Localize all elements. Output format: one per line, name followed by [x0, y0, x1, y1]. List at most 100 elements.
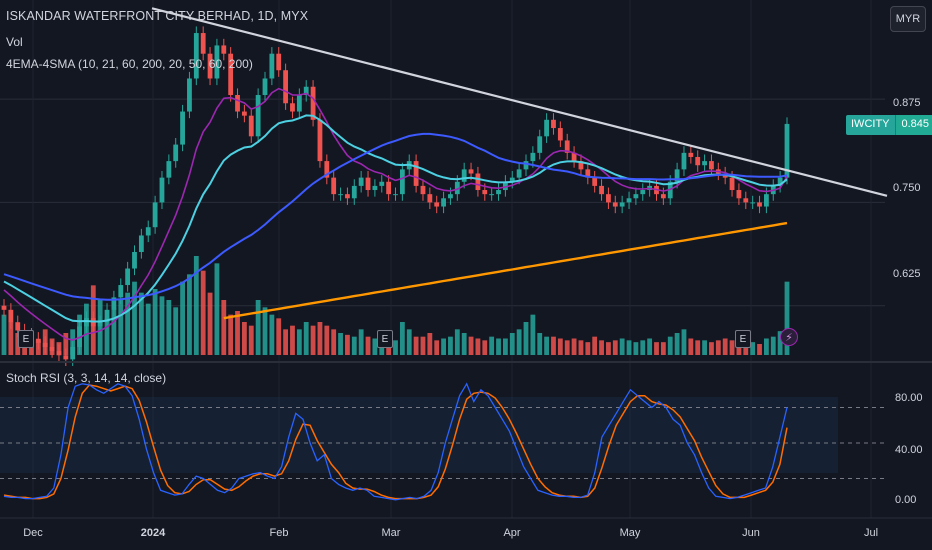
candle-body	[674, 169, 680, 182]
volume-bar	[688, 338, 694, 355]
x-tick-label: Dec	[23, 527, 43, 539]
volume-bar	[132, 281, 137, 355]
candle-body	[763, 194, 769, 207]
candle-body	[743, 198, 749, 203]
volume-bar	[283, 329, 289, 355]
volume-bar	[489, 336, 495, 355]
volume-bar	[193, 256, 199, 355]
candle-body	[365, 177, 371, 191]
candle-body	[235, 95, 240, 112]
candle-body	[551, 119, 556, 129]
stoch-rsi-lines	[3, 382, 788, 501]
candle-body	[571, 152, 577, 162]
stoch-k-line	[3, 382, 788, 501]
candle-body	[166, 161, 172, 178]
candle-body	[358, 177, 364, 186]
candle-body	[482, 190, 488, 195]
candle-body	[448, 194, 453, 199]
stoch-tick-label: 0.00	[895, 494, 917, 506]
trendline[interactable]	[151, 7, 888, 197]
candle-body	[736, 190, 742, 199]
volume-bar	[104, 318, 110, 355]
candle-body	[599, 185, 604, 195]
candle-body	[619, 202, 625, 207]
candle-body	[111, 297, 117, 310]
lightning-icon[interactable]: ⚡	[780, 328, 798, 346]
candle-body	[173, 144, 179, 162]
candle-body	[454, 181, 460, 195]
earnings-marker[interactable]: E	[18, 330, 34, 348]
candle-body	[303, 86, 309, 96]
candle-body	[70, 347, 76, 360]
volume-bar	[331, 329, 337, 355]
volume-bar	[248, 325, 254, 355]
volume-bar	[448, 336, 453, 355]
candle-body	[777, 177, 783, 186]
volume-bar	[709, 342, 714, 355]
earnings-marker[interactable]: E	[377, 330, 393, 348]
volume-bar	[496, 338, 501, 355]
price-tick-label: 0.750	[893, 182, 921, 194]
volume-bar	[365, 336, 371, 355]
volume-bar	[530, 314, 536, 355]
candle-body	[640, 190, 646, 195]
volume-bar	[290, 325, 295, 355]
stoch-band	[0, 397, 838, 473]
volume-bar	[276, 318, 282, 355]
candle-body	[276, 53, 282, 71]
volume-bar	[475, 338, 481, 355]
candle-body	[15, 322, 21, 331]
volume-bar	[557, 338, 563, 355]
volume-bar	[654, 342, 659, 355]
x-tick-label: Feb	[269, 527, 289, 539]
volume-bar	[454, 329, 460, 355]
volume-bar	[406, 329, 412, 355]
currency-button[interactable]: MYR	[890, 6, 926, 32]
volume-bar	[187, 274, 192, 355]
volume-bar	[214, 263, 220, 355]
x-tick-label: Jul	[863, 527, 879, 539]
volume-bar	[592, 336, 598, 355]
x-tick-label: 2024	[140, 527, 166, 539]
volume-bar	[509, 333, 515, 355]
candle-body	[516, 169, 522, 178]
volume-bar	[420, 336, 426, 355]
candle-body	[606, 194, 611, 203]
candle-body	[207, 53, 213, 79]
candle-body	[228, 53, 234, 96]
volume-legend: Vol	[6, 35, 23, 49]
candle-body	[681, 152, 687, 170]
volume-bar	[468, 336, 474, 355]
candle-body	[56, 351, 62, 356]
earnings-marker[interactable]: E	[735, 330, 751, 348]
volume-bar	[8, 322, 14, 355]
ema21-line	[3, 114, 788, 323]
volume-bar	[626, 340, 632, 355]
volume-bar	[166, 300, 172, 355]
volume-bar	[296, 329, 302, 355]
candle-body	[317, 119, 323, 162]
volume-bar	[763, 338, 769, 355]
candle-body	[63, 355, 69, 360]
volume-bar	[1, 314, 7, 355]
volume-bar	[585, 342, 591, 355]
volume-bar	[757, 344, 762, 355]
ma200-line	[223, 221, 788, 320]
candle-body	[296, 95, 302, 112]
candle-body	[1, 305, 7, 310]
volume-bar	[145, 303, 151, 355]
ma-legend: 4EMA-4SMA (10, 21, 60, 200, 20, 50, 60, …	[6, 57, 253, 71]
volume-bar	[413, 336, 419, 355]
volume-bar	[303, 322, 309, 355]
candle-body	[702, 161, 707, 166]
candle-body	[42, 342, 48, 347]
candle-body	[592, 177, 598, 186]
candle-body	[441, 198, 446, 207]
volume-bar	[228, 314, 234, 355]
candle-body	[461, 169, 467, 182]
candle-body	[633, 194, 639, 199]
candle-body	[660, 194, 666, 199]
candle-body	[750, 202, 756, 204]
volume-bar	[482, 340, 488, 355]
